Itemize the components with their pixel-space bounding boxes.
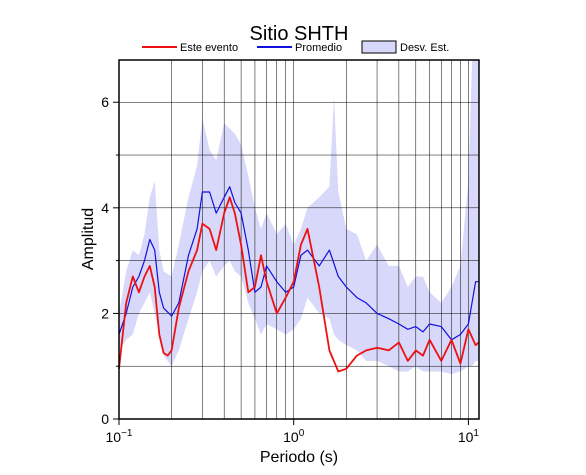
std-band [119, 60, 479, 375]
series-line-event [118, 196, 480, 373]
series-line-mean [118, 186, 479, 341]
plot-frame [118, 59, 480, 420]
x-tick-label: 100 [283, 428, 305, 445]
y-axis-label: Amplitud [80, 208, 97, 270]
y-tick-label: 4 [101, 200, 109, 216]
x-tick-label: 101 [458, 428, 480, 445]
legend-label-mean: Promedio [295, 42, 342, 54]
chart-title: Sitio SHTH [250, 23, 349, 45]
legend-label-event: Este evento [180, 42, 238, 54]
y-tick-label: 6 [101, 94, 109, 110]
y-tick-label: 0 [101, 411, 109, 427]
legend-swatch-std [361, 40, 397, 54]
legend-label-std: Desv. Est. [400, 42, 449, 54]
x-axis-label: Periodo (s) [260, 449, 338, 466]
chart-legend: Este evento Promedio Desv. Est. [142, 40, 449, 54]
y-tick-label: 2 [101, 305, 109, 321]
x-tick-label: 10−1 [106, 428, 133, 445]
